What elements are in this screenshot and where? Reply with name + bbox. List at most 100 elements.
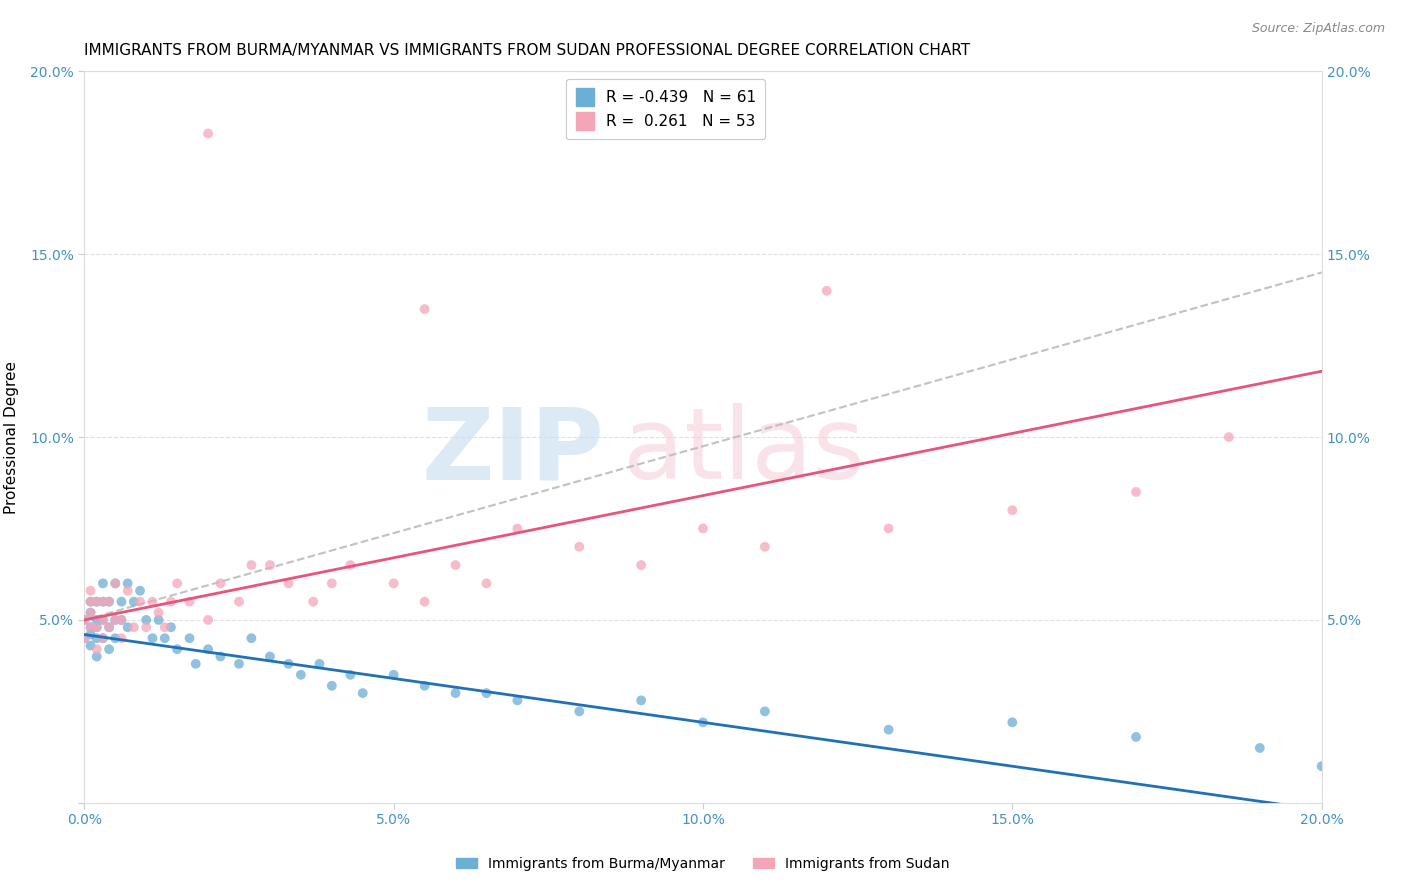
Point [86,594,108,608]
Point [228,594,250,608]
Point [321,679,343,693]
Point [754,540,776,554]
Point [1310,759,1333,773]
Point [86,613,108,627]
Point [1125,730,1147,744]
Point [1218,430,1240,444]
Text: ZIP: ZIP [422,403,605,500]
Point [568,705,591,719]
Point [179,632,201,646]
Point [382,576,405,591]
Point [110,613,132,627]
Point [135,613,157,627]
Point [240,632,263,646]
Point [877,521,900,535]
Point [79,639,101,653]
Point [86,649,108,664]
Point [339,558,361,573]
Point [86,620,108,634]
Point [91,632,114,646]
Point [692,715,714,730]
Point [86,620,108,634]
Point [754,705,776,719]
Point [475,686,498,700]
Point [117,583,139,598]
Point [73,632,96,646]
Point [73,632,96,646]
Point [98,620,121,634]
Point [568,540,591,554]
Point [104,632,127,646]
Point [122,620,145,634]
Point [302,594,325,608]
Point [91,613,114,627]
Point [79,620,101,634]
Text: atlas: atlas [623,403,865,500]
Point [506,693,529,707]
Point [630,558,652,573]
Point [79,583,101,598]
Point [129,583,152,598]
Point [444,686,467,700]
Point [79,606,101,620]
Point [79,620,101,634]
Point [91,594,114,608]
Point [98,620,121,634]
Point [91,613,114,627]
Point [1249,740,1271,755]
Point [79,627,101,641]
Point [506,521,529,535]
Point [110,632,132,646]
Point [877,723,900,737]
Point [277,657,299,671]
Point [73,613,96,627]
Point [160,594,183,608]
Point [104,576,127,591]
Point [129,594,152,608]
Point [166,642,188,657]
Point [104,613,127,627]
Point [1125,485,1147,500]
Point [117,576,139,591]
Point [91,632,114,646]
Point [104,576,127,591]
Point [475,576,498,591]
Point [444,558,467,573]
Point [153,620,176,634]
Point [148,613,170,627]
Point [122,594,145,608]
Point [1001,503,1024,517]
Legend: R = -0.439   N = 61, R =  0.261   N = 53: R = -0.439 N = 61, R = 0.261 N = 53 [567,79,765,139]
Point [259,649,281,664]
Point [277,576,299,591]
Point [79,606,101,620]
Point [141,632,163,646]
Point [110,594,132,608]
Point [228,657,250,671]
Point [815,284,838,298]
Point [179,594,201,608]
Point [91,594,114,608]
Point [321,576,343,591]
Point [141,594,163,608]
Point [209,649,232,664]
Point [86,642,108,657]
Point [184,657,207,671]
Point [98,594,121,608]
Point [1001,715,1024,730]
Point [104,613,127,627]
Point [91,576,114,591]
Point [692,521,714,535]
Point [197,127,219,141]
Point [73,613,96,627]
Point [166,576,188,591]
Legend: Immigrants from Burma/Myanmar, Immigrants from Sudan: Immigrants from Burma/Myanmar, Immigrant… [451,851,955,876]
Point [98,594,121,608]
Text: IMMIGRANTS FROM BURMA/MYANMAR VS IMMIGRANTS FROM SUDAN PROFESSIONAL DEGREE CORRE: IMMIGRANTS FROM BURMA/MYANMAR VS IMMIGRA… [84,43,970,58]
Point [98,642,121,657]
Point [197,613,219,627]
Point [413,594,436,608]
Point [413,679,436,693]
Point [86,594,108,608]
Point [110,613,132,627]
